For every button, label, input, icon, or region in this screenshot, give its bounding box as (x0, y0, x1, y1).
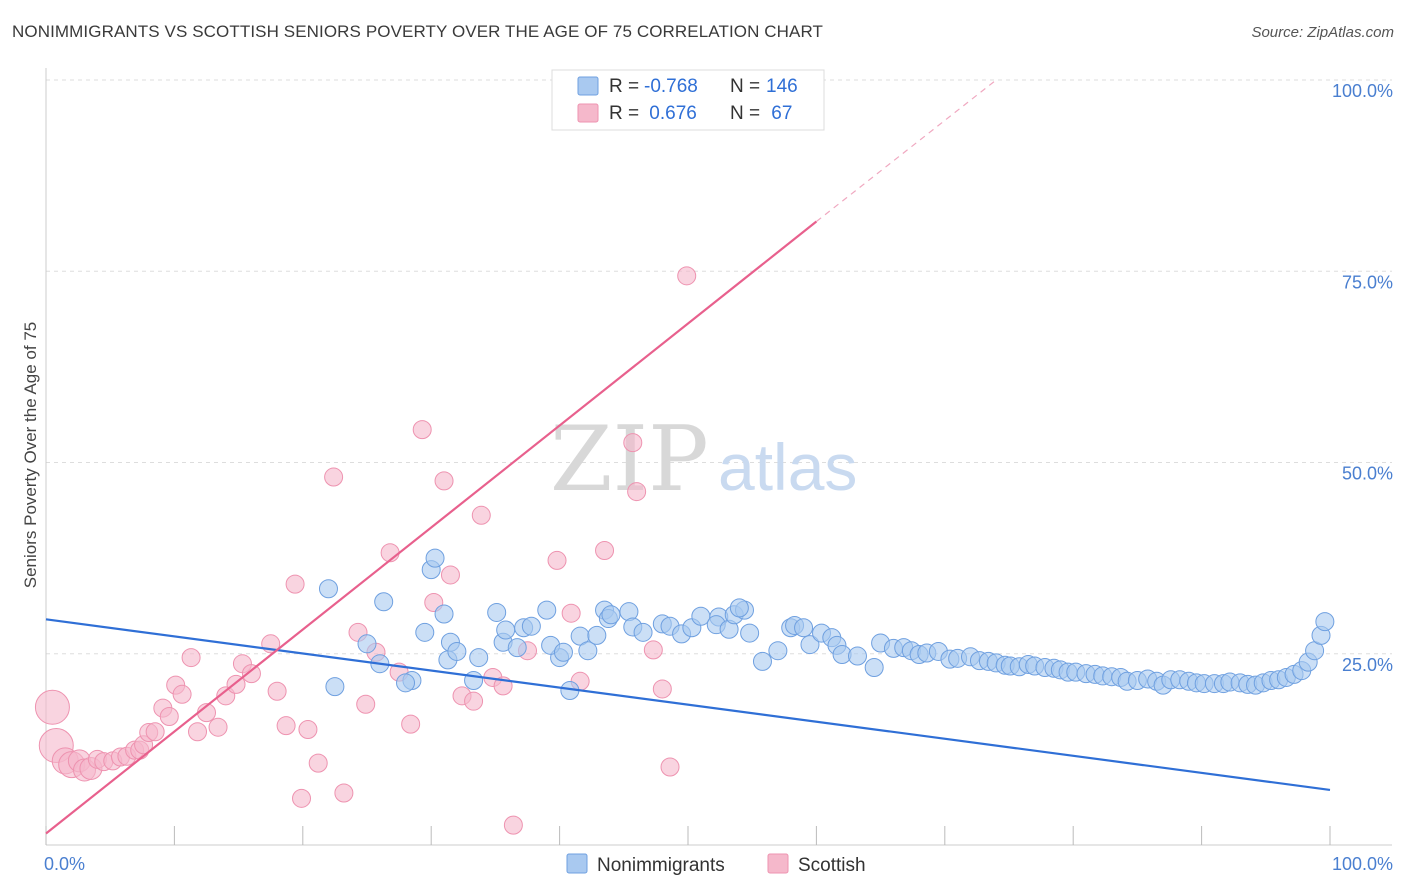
nonimmigrants-point (601, 605, 621, 625)
scottish-point (159, 706, 179, 726)
source-label: Source: ZipAtlas.com (1251, 24, 1394, 41)
nonimmigrants-trend-line (45, 618, 1331, 792)
trend-lines (45, 79, 1331, 835)
nonimmigrants-point (578, 641, 598, 661)
scottish-point (434, 471, 454, 491)
scottish-point (440, 565, 460, 585)
scottish-point (34, 689, 70, 725)
legend-swatch-scottish (767, 853, 789, 874)
nonimmigrants-point (729, 598, 749, 618)
scottish-point (334, 783, 354, 803)
nonimmigrants-point (521, 616, 541, 636)
nonimmigrants-point (864, 658, 884, 678)
scottish-point (643, 640, 663, 660)
watermark-atlas-text: atlas (718, 430, 857, 504)
nonimmigrants-point (415, 622, 435, 642)
y-tick-label: 50.0% (1342, 464, 1393, 484)
legend-r-value: -0.768 (644, 76, 698, 97)
scottish-point (471, 505, 491, 525)
nonimmigrants-point (768, 641, 788, 661)
nonimmigrants-point (357, 634, 377, 654)
scottish-points (34, 70, 737, 835)
scottish-point (623, 433, 643, 453)
y-tick-label: 75.0% (1342, 272, 1393, 292)
scottish-point (464, 691, 484, 711)
nonimmigrants-point (447, 641, 467, 661)
nonimmigrants-points (318, 548, 1335, 700)
scottish-point (401, 714, 421, 734)
legend-n-label: N = (730, 103, 760, 124)
scottish-point (172, 684, 192, 704)
nonimmigrants-point (587, 625, 607, 645)
scottish-point (298, 719, 318, 739)
scottish-point (547, 550, 567, 570)
nonimmigrants-point (374, 592, 394, 612)
nonimmigrants-point (553, 642, 573, 662)
x-tick-label: 100.0% (1332, 854, 1393, 874)
scottish-point (267, 681, 287, 701)
legend-n-label: N = (730, 76, 760, 97)
x-tick-labels: 0.0% 100.0% (44, 854, 1393, 874)
scottish-point (292, 788, 312, 808)
nonimmigrants-point (847, 646, 867, 666)
y-tick-labels: 25.0% 50.0% 75.0% 100.0% (1332, 81, 1393, 675)
legend-r-label: R = (609, 103, 639, 124)
y-axis-label: Seniors Poverty Over the Age of 75 (21, 322, 40, 588)
nonimmigrants-point (794, 618, 814, 638)
scottish-point (652, 679, 672, 699)
nonimmigrants-point (1315, 612, 1335, 632)
nonimmigrants-point (434, 604, 454, 624)
nonimmigrants-point (537, 600, 557, 620)
y-tick-label: 100.0% (1332, 81, 1393, 101)
nonimmigrants-point (633, 622, 653, 642)
scottish-point (561, 603, 581, 623)
x-tick-label: 0.0% (44, 854, 85, 874)
legend-swatch-scottish (577, 103, 599, 123)
scottish-point (324, 467, 344, 487)
scottish-trend-extension (816, 79, 997, 222)
nonimmigrants-point (318, 579, 338, 599)
scottish-point (145, 722, 165, 742)
series-legend: Nonimmigrants Scottish (566, 853, 866, 876)
scottish-point (276, 716, 296, 736)
nonimmigrants-point (325, 677, 345, 697)
scottish-point (503, 815, 523, 835)
legend-label-scottish: Scottish (798, 855, 866, 876)
legend-r-value: 0.676 (644, 103, 697, 124)
scottish-point (412, 420, 432, 440)
correlation-legend: R = -0.768 N = 146 R = 0.676 N = 67 (551, 69, 825, 131)
nonimmigrants-point (740, 623, 760, 643)
scottish-point (188, 722, 208, 742)
grid-lines (46, 79, 1392, 655)
scottish-point (181, 648, 201, 668)
scottish-point (627, 482, 647, 502)
scottish-point (308, 753, 328, 773)
scottish-point (208, 717, 228, 737)
nonimmigrants-point (469, 648, 489, 668)
scottish-trend-line (45, 220, 818, 835)
legend-n-value: 67 (766, 103, 792, 124)
nonimmigrants-point (507, 638, 527, 658)
nonimmigrants-point (496, 620, 516, 640)
nonimmigrants-point (487, 602, 507, 622)
y-tick-label: 25.0% (1342, 655, 1393, 675)
legend-swatch-nonimmigrants (566, 853, 588, 874)
legend-n-value: 146 (766, 76, 798, 97)
scottish-point (241, 664, 261, 684)
scottish-point (677, 266, 697, 286)
scottish-point (356, 694, 376, 714)
chart-title: NONIMMIGRANTS VS SCOTTISH SENIORS POVERT… (12, 22, 824, 41)
legend-label-nonimmigrants: Nonimmigrants (597, 855, 725, 876)
scottish-point (595, 540, 615, 560)
scottish-point (660, 757, 680, 777)
nonimmigrants-point (425, 548, 445, 568)
nonimmigrants-point (752, 651, 772, 671)
nonimmigrants-point (800, 635, 820, 655)
watermark: ZIP atlas (550, 407, 857, 512)
nonimmigrants-point (396, 673, 416, 693)
legend-swatch-nonimmigrants (577, 76, 599, 96)
scottish-point (285, 574, 305, 594)
legend-r-label: R = (609, 76, 639, 97)
